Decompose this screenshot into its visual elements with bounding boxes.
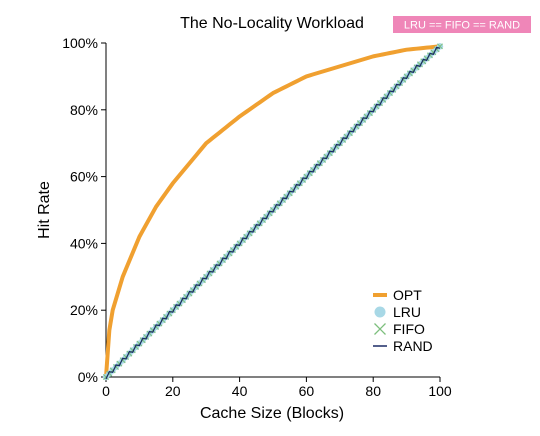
series-line-rand	[105, 46, 441, 380]
annotation-background	[393, 16, 531, 33]
legend-item-fifo: FIFO	[374, 321, 425, 337]
y-tick-label: 0%	[78, 369, 98, 385]
x-tick-label: 60	[299, 383, 315, 399]
y-tick-label: 80%	[70, 102, 98, 118]
legend-item-opt: OPT	[373, 287, 422, 303]
legend-swatch-lru	[374, 306, 386, 318]
y-axis-label: Hit Rate	[36, 181, 53, 239]
axes: 0 20 40 60 80 100 0% 20% 40% 60% 80% 100%	[62, 35, 452, 399]
series-opt	[104, 44, 442, 379]
x-axis-label: Cache Size (Blocks)	[200, 405, 344, 422]
x-tick-label: 100	[428, 383, 452, 399]
series-rand	[105, 46, 441, 380]
x-tick-label: 40	[232, 383, 248, 399]
y-tick-label: 40%	[70, 235, 98, 251]
legend-label-lru: LRU	[393, 304, 421, 320]
annotation-text: LRU == FIFO == RAND	[404, 20, 520, 32]
plot-area	[102, 43, 444, 381]
x-tick-label: 20	[165, 383, 181, 399]
chart-title: The No-Locality Workload	[180, 15, 364, 32]
legend-label-fifo: FIFO	[393, 321, 425, 337]
y-tick-label: 100%	[62, 35, 98, 51]
legend-item-lru: LRU	[374, 304, 421, 320]
x-tick-label: 0	[102, 383, 110, 399]
y-tick-label: 60%	[70, 169, 98, 185]
legend-label-opt: OPT	[393, 287, 422, 303]
x-tick-label: 80	[365, 383, 381, 399]
legend-item-rand: RAND	[373, 338, 433, 354]
legend-swatch-fifo	[374, 323, 386, 335]
legend-label-rand: RAND	[393, 338, 433, 354]
series-line-opt	[104, 44, 442, 379]
annotation: LRU == FIFO == RAND	[393, 16, 531, 33]
y-tick-label: 20%	[70, 302, 98, 318]
